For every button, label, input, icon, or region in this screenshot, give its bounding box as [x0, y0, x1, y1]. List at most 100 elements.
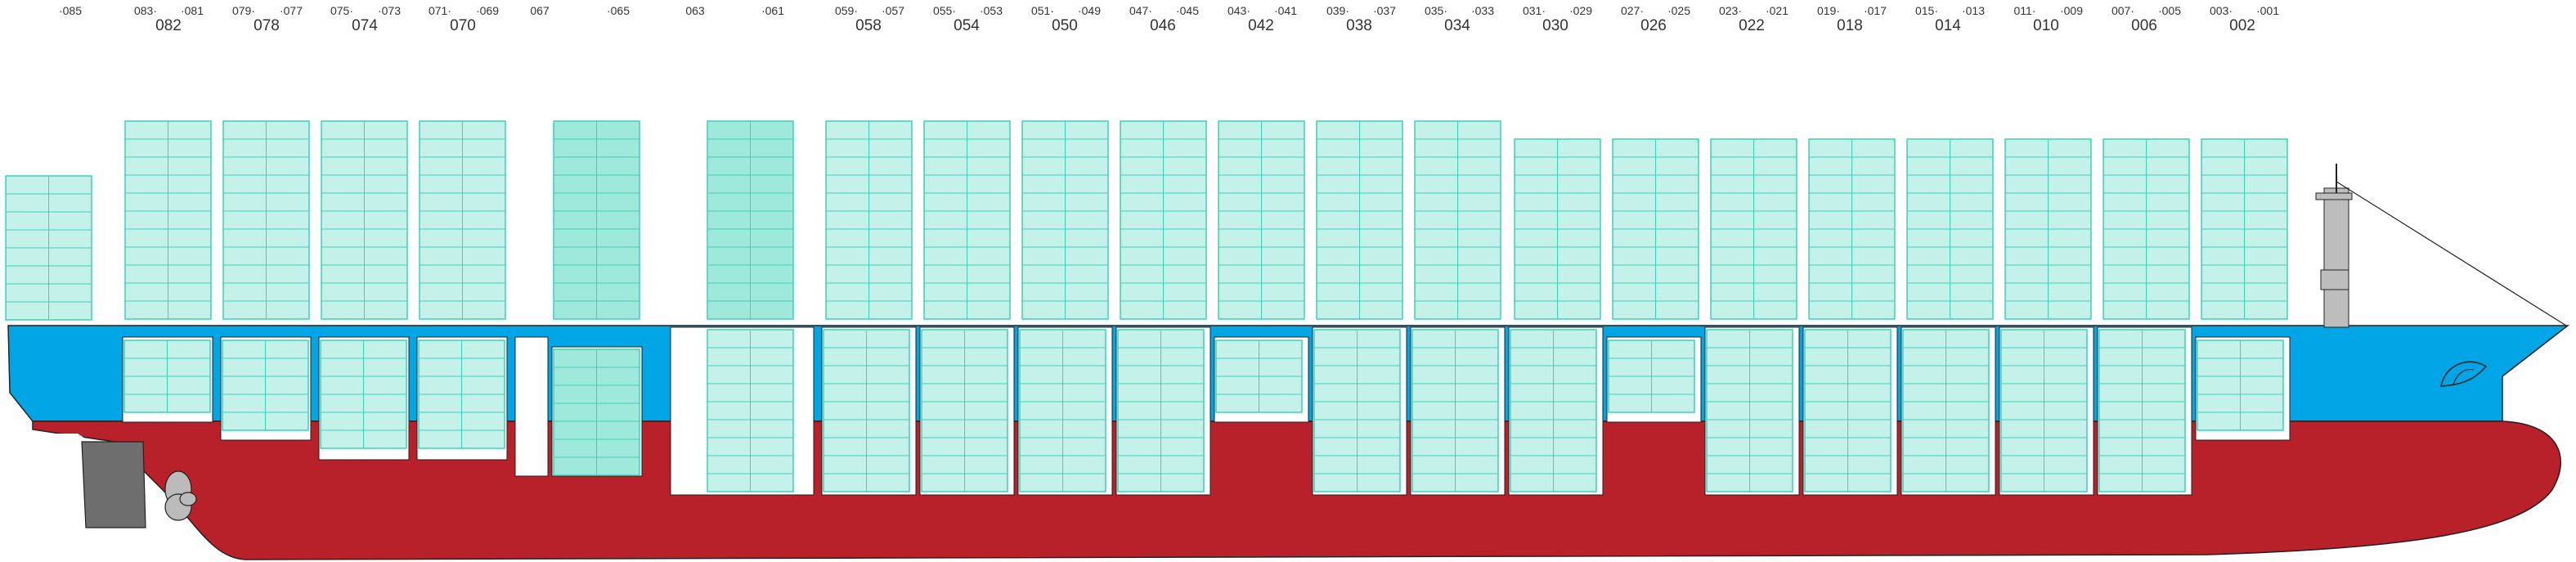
- bay-label-small: ·045: [1176, 4, 1199, 17]
- bay-label-small: ·009: [2060, 4, 2083, 17]
- hold-container-stack: [1902, 329, 1990, 492]
- bay-label-small: 015·: [1915, 4, 1938, 17]
- bulbous-bow-logo-icon: [2440, 361, 2488, 387]
- bay-label-40ft: 070: [450, 17, 476, 34]
- bay-label-40ft: 030: [1542, 17, 1568, 34]
- bay-label-small: 019·: [1817, 4, 1840, 17]
- container-stacks: [5, 120, 2291, 496]
- hold-container-stack: [2000, 329, 2088, 492]
- bay-label-small: ·041: [1274, 4, 1297, 17]
- bay-label-small: ·025: [1667, 4, 1690, 17]
- bay-label-small: ·049: [1078, 4, 1101, 17]
- deck-container-stack: [1120, 120, 1207, 320]
- bay-label-40ft: 074: [352, 17, 378, 34]
- deck-container-stack: [923, 120, 1011, 320]
- hold-container-stack: [1608, 339, 1695, 413]
- hold-container-stack: [123, 339, 211, 413]
- bay-label-small: 071·: [429, 4, 451, 17]
- deck-container-stack: [825, 120, 913, 320]
- bay-label-small: ·037: [1373, 4, 1396, 17]
- hold-container-stack: [1313, 329, 1401, 492]
- bay-labels: ·085 083· ·081 079· ·077 075· ·073 071· ·069 067 ·…: [59, 4, 2279, 34]
- deck-container-stack: [222, 120, 310, 320]
- bay-label-40ft: 026: [1640, 17, 1667, 34]
- bay-label-small: ·001: [2256, 4, 2279, 17]
- deck-container-stack: [1808, 138, 1896, 320]
- bay-label-small: ·029: [1569, 4, 1592, 17]
- bay-label-small: ·017: [1864, 4, 1887, 17]
- bay-label-small: ·077: [280, 4, 303, 17]
- bay-label-small: ·061: [761, 4, 784, 17]
- deck-container-stack: [1906, 138, 1994, 320]
- deck-container-stack: [2201, 138, 2288, 320]
- bay-label-40ft: 014: [1935, 17, 1961, 34]
- hold-container-stack: [553, 348, 640, 476]
- bay-label-40ft: 034: [1444, 17, 1470, 34]
- deck-container-stack: [2004, 138, 2092, 320]
- bay-label-small: ·053: [980, 4, 1003, 17]
- hold-container-stack: [1117, 329, 1205, 492]
- bay-label-small: ·005: [2158, 4, 2181, 17]
- bay-label-small: ·057: [882, 4, 904, 17]
- bay-label-small: ·021: [1766, 4, 1788, 17]
- bow-details: [2315, 164, 2567, 387]
- hold-container-stack: [222, 339, 309, 431]
- deck-container-stack: [707, 120, 794, 320]
- bay-label-small: 023·: [1719, 4, 1742, 17]
- bay-label-40ft: 046: [1150, 17, 1176, 34]
- bay-label-small: ·033: [1471, 4, 1494, 17]
- bay-label-small: 039·: [1326, 4, 1349, 17]
- bay-label-small: 007·: [2112, 4, 2134, 17]
- bay-label-small: 035·: [1425, 4, 1447, 17]
- bay-label-small: 011·: [2014, 4, 2036, 17]
- deck-container-stack: [321, 120, 408, 320]
- deck-container-stack: [1612, 138, 1699, 320]
- bay-label-small: 051·: [1031, 4, 1054, 17]
- hold-container-stack: [2098, 329, 2186, 492]
- bay-label-40ft: 078: [254, 17, 280, 34]
- hold-container-stack: [1706, 329, 1793, 492]
- bay-label-small: ·069: [476, 4, 499, 17]
- deck-container-stack: [1218, 120, 1305, 320]
- bay-label-small: ·073: [378, 4, 401, 17]
- bay-label-small: 063: [685, 4, 705, 17]
- hold-container-stack: [1411, 329, 1499, 492]
- hold-container-stack: [2197, 339, 2284, 431]
- deck-container-stack: [1710, 138, 1797, 320]
- bay-label-small: ·081: [181, 4, 204, 17]
- hold-container-stack: [1215, 339, 1303, 413]
- bay-label-40ft: 038: [1346, 17, 1372, 34]
- bay-label-small: 079·: [232, 4, 255, 17]
- bay-label-small: ·013: [1962, 4, 1985, 17]
- deck-container-stack: [1414, 120, 1501, 320]
- bay-label-small: 027·: [1621, 4, 1644, 17]
- hold-container-stack: [320, 339, 407, 449]
- bay-label-small: 031·: [1523, 4, 1546, 17]
- bay-label-40ft: 058: [855, 17, 882, 34]
- deck-container-stack: [419, 120, 506, 320]
- bay-label-40ft: 042: [1248, 17, 1274, 34]
- bay-label-40ft: 018: [1837, 17, 1863, 34]
- bay-label-40ft: 002: [2229, 17, 2255, 34]
- deck-container-stack: [2103, 138, 2190, 320]
- deck-container-stack: [124, 120, 212, 320]
- bay-label-small: 047·: [1129, 4, 1152, 17]
- bay-label-40ft: 082: [155, 17, 182, 34]
- bay-label-small: ·085: [59, 4, 82, 17]
- deck-container-stack: [1021, 120, 1109, 320]
- deck-container-stack: [1514, 138, 1601, 320]
- bay-label-small: 003·: [2210, 4, 2233, 17]
- bay-label-small: 075·: [330, 4, 353, 17]
- bay-label-40ft: 050: [1052, 17, 1078, 34]
- hold-container-stack: [823, 329, 910, 492]
- hold-container-stack: [418, 339, 505, 449]
- propeller-icon: [164, 470, 197, 521]
- cargo-hold-opening: [514, 336, 549, 477]
- hold-container-stack: [1804, 329, 1892, 492]
- mast-icon: [2315, 164, 2567, 328]
- bay-label-small: 043·: [1227, 4, 1250, 17]
- hold-container-stack: [1019, 329, 1106, 492]
- bay-label-small: 055·: [933, 4, 956, 17]
- bay-label-small: 083·: [134, 4, 157, 17]
